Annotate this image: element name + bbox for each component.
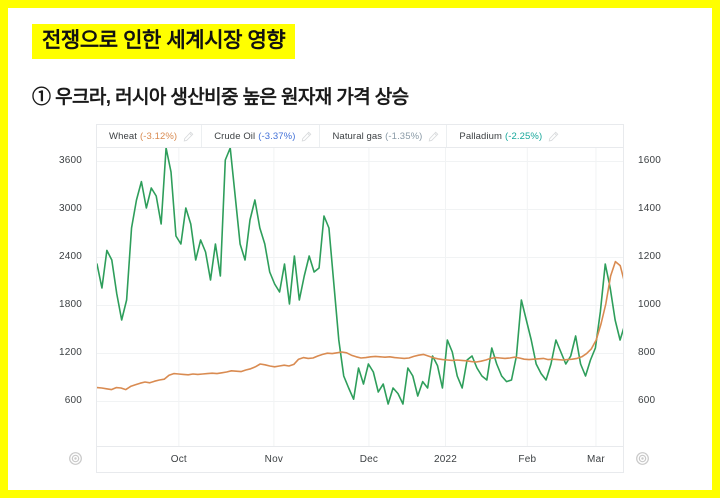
legend-series-change: (-3.37%): [258, 131, 296, 142]
y-axis-left: 600 1200 1800 2400 3000 3600: [38, 147, 88, 447]
y-axis-left-tick: 1800: [58, 298, 82, 310]
gear-icon[interactable]: [635, 451, 650, 466]
legend-item-natural-gas[interactable]: Natural gas (-1.35%): [320, 125, 448, 148]
page-title: 전쟁으로 인한 세계시장 영향: [32, 24, 296, 60]
legend-item-palladium[interactable]: Palladium (-2.25%): [447, 125, 566, 148]
y-axis-right-tick: 1400: [638, 202, 662, 214]
chart-card: Wheat (-3.12%) Crude Oil (-3.37%) Natural ga…: [38, 120, 678, 482]
pencil-icon[interactable]: [301, 131, 312, 142]
y-axis-right-tick: 1200: [638, 250, 662, 262]
legend-series-name: Wheat: [109, 131, 137, 142]
y-axis-right-tick: 600: [638, 394, 656, 406]
series-line-wheat: [97, 260, 623, 391]
x-axis: Oct Nov Dec 2022 Feb Mar: [96, 447, 624, 473]
slide-page: 전쟁으로 인한 세계시장 영향 ① 우크라, 러시아 생산비중 높은 원자재 가…: [8, 8, 712, 490]
x-axis-tick: Mar: [587, 454, 605, 465]
legend-item-wheat[interactable]: Wheat (-3.12%): [97, 125, 203, 148]
y-axis-right-tick: 1600: [638, 154, 662, 166]
legend-series-change: (-3.12%): [139, 131, 178, 142]
series-line-natural-gas: [97, 148, 623, 405]
y-axis-left-tick: 600: [64, 394, 82, 406]
x-axis-tick: Dec: [359, 454, 379, 465]
y-axis-left-tick: 1200: [58, 346, 82, 358]
plot-lines: [97, 148, 623, 446]
legend-series-name: Crude Oil: [214, 131, 256, 142]
legend-item-crude-oil[interactable]: Crude Oil (-3.37%): [202, 125, 321, 148]
legend-series-change: (-1.35%): [385, 131, 423, 142]
y-axis-left-tick: 3000: [58, 202, 82, 214]
x-axis-tick: Oct: [170, 454, 187, 465]
x-axis-tick: Feb: [518, 454, 537, 465]
y-axis-right: 600 800 1000 1200 1400 1600: [630, 147, 680, 447]
plot-area[interactable]: [96, 147, 624, 447]
pencil-icon[interactable]: [548, 131, 559, 142]
y-axis-right-tick: 800: [638, 346, 656, 358]
headline-container: 전쟁으로 인한 세계시장 영향: [32, 24, 296, 60]
legend-series-name: Natural gas: [332, 131, 383, 142]
gear-icon[interactable]: [68, 451, 83, 466]
x-axis-tick: Nov: [264, 454, 284, 465]
y-axis-left-tick: 2400: [58, 250, 82, 262]
subheading: ① 우크라, 러시아 생산비중 높은 원자재 가격 상승: [32, 87, 409, 108]
legend-series-change: (-2.25%): [505, 131, 543, 142]
chart-legend: Wheat (-3.12%) Crude Oil (-3.37%) Natural ga…: [96, 124, 624, 148]
y-axis-left-tick: 3600: [58, 154, 82, 166]
legend-series-name: Palladium: [459, 131, 503, 142]
pencil-icon[interactable]: [428, 131, 439, 142]
pencil-icon[interactable]: [183, 131, 194, 142]
x-axis-tick: 2022: [433, 454, 457, 465]
y-axis-right-tick: 1000: [638, 298, 662, 310]
